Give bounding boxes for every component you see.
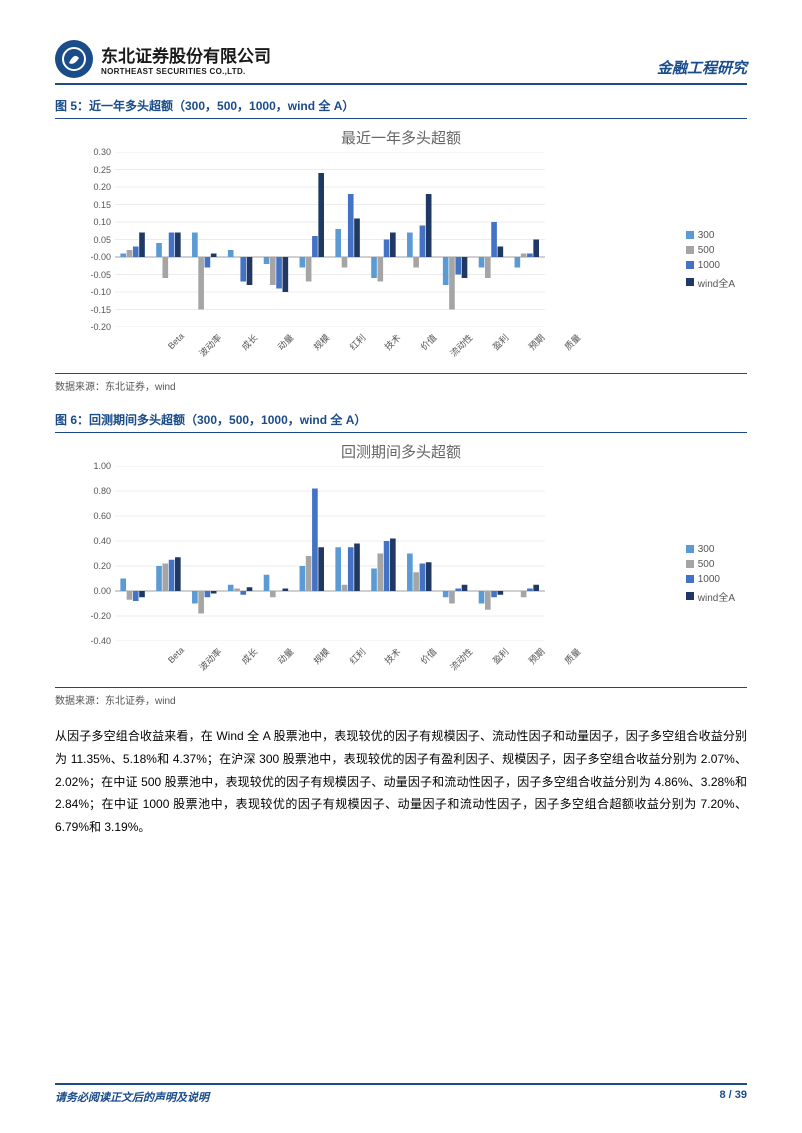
page-header: 东北证券股份有限公司 NORTHEAST SECURITIES CO.,LTD.…: [55, 40, 747, 85]
y-tick-label: -0.15: [77, 305, 111, 315]
y-tick-label: 0.05: [77, 235, 111, 245]
x-category-label: 流动性: [438, 331, 475, 368]
x-category-label: Beta: [151, 331, 186, 366]
legend-swatch: [686, 560, 694, 568]
y-tick-label: -0.40: [77, 636, 111, 646]
x-category-label: 技术: [366, 331, 403, 368]
legend-item: 500: [686, 245, 735, 256]
x-category-label: 预期: [509, 331, 546, 368]
legend-item: 1000: [686, 574, 735, 585]
legend-label: 300: [698, 230, 715, 241]
x-category-label: 红利: [330, 331, 367, 368]
figure5-caption: 图 5：近一年多头超额（300，500，1000，wind 全 A）: [55, 97, 747, 119]
logo-block: 东北证券股份有限公司 NORTHEAST SECURITIES CO.,LTD.: [55, 40, 271, 78]
chart2-title: 回测期间多头超额: [55, 441, 747, 462]
y-tick-label: -0.20: [77, 322, 111, 332]
y-tick-label: 0.15: [77, 200, 111, 210]
y-tick-label: 0.60: [77, 511, 111, 521]
section-title: 金融工程研究: [657, 57, 747, 78]
legend-label: wind全A: [698, 589, 735, 604]
legend-label: 1000: [698, 574, 720, 585]
x-category-label: 动量: [259, 331, 296, 368]
x-category-label: 预期: [509, 645, 546, 682]
legend-swatch: [686, 575, 694, 583]
y-tick-label: 0.40: [77, 536, 111, 546]
x-category-label: 成长: [223, 331, 260, 368]
legend-label: 1000: [698, 260, 720, 271]
legend-label: 500: [698, 245, 715, 256]
chart-legend: 300 500 1000 wind全A: [686, 226, 735, 294]
legend-swatch: [686, 261, 694, 269]
x-category-label: 流动性: [438, 645, 475, 682]
legend-item: 500: [686, 559, 735, 570]
legend-swatch: [686, 278, 694, 286]
x-category-label: 质量: [545, 331, 582, 368]
page-footer: 请务必阅读正文后的声明及说明 8 / 39: [55, 1083, 747, 1105]
x-category-label: 盈利: [474, 331, 511, 368]
y-tick-label: -0.10: [77, 287, 111, 297]
legend-item: wind全A: [686, 275, 735, 290]
x-category-label: 质量: [545, 645, 582, 682]
legend-label: wind全A: [698, 275, 735, 290]
x-category-label: 波动率: [187, 645, 224, 682]
x-category-label: 盈利: [474, 645, 511, 682]
y-tick-label: -0.20: [77, 611, 111, 621]
company-name-en: NORTHEAST SECURITIES CO.,LTD.: [101, 67, 271, 76]
y-tick-label: 1.00: [77, 461, 111, 471]
y-tick-label: -0.05: [77, 270, 111, 280]
y-tick-label: 0.80: [77, 486, 111, 496]
x-category-label: 价值: [402, 645, 439, 682]
x-category-label: 规模: [294, 645, 331, 682]
chart2-container: 回测期间多头超额 -0.40-0.200.000.200.400.600.801…: [55, 441, 747, 681]
chart1-container: 最近一年多头超额 -0.20-0.15-0.10-0.05-0.000.050.…: [55, 127, 747, 367]
legend-label: 300: [698, 544, 715, 555]
y-tick-label: 0.20: [77, 182, 111, 192]
x-category-label: Beta: [151, 645, 186, 680]
figure6-caption: 图 6：回测期间多头超额（300，500，1000，wind 全 A）: [55, 411, 747, 433]
y-tick-label: 0.10: [77, 217, 111, 227]
chart2-plot: -0.40-0.200.000.200.400.600.801.00Beta波动…: [115, 466, 645, 681]
legend-swatch: [686, 231, 694, 239]
logo-icon: [55, 40, 93, 78]
page-number: 8 / 39: [719, 1089, 747, 1105]
y-tick-label: 0.20: [77, 561, 111, 571]
chart1-source: 数据来源：东北证券，wind: [55, 373, 747, 393]
company-name-cn: 东北证券股份有限公司: [101, 42, 271, 67]
x-category-label: 动量: [259, 645, 296, 682]
y-tick-label: 0.25: [77, 165, 111, 175]
chart-legend: 300 500 1000 wind全A: [686, 540, 735, 608]
chart1-title: 最近一年多头超额: [55, 127, 747, 148]
x-category-label: 价值: [402, 331, 439, 368]
x-category-label: 波动率: [187, 331, 224, 368]
x-category-label: 成长: [223, 645, 260, 682]
legend-swatch: [686, 545, 694, 553]
legend-label: 500: [698, 559, 715, 570]
y-tick-label: 0.00: [77, 586, 111, 596]
legend-swatch: [686, 246, 694, 254]
analysis-paragraph: 从因子多空组合收益来看，在 Wind 全 A 股票池中，表现较优的因子有规模因子…: [55, 725, 747, 839]
y-tick-label: -0.00: [77, 252, 111, 262]
footer-disclaimer: 请务必阅读正文后的声明及说明: [55, 1089, 209, 1105]
chart2-source: 数据来源：东北证券，wind: [55, 687, 747, 707]
x-category-label: 规模: [294, 331, 331, 368]
legend-swatch: [686, 592, 694, 600]
legend-item: 300: [686, 544, 735, 555]
legend-item: 1000: [686, 260, 735, 271]
x-category-label: 技术: [366, 645, 403, 682]
chart1-plot: -0.20-0.15-0.10-0.05-0.000.050.100.150.2…: [115, 152, 645, 367]
y-tick-label: 0.30: [77, 147, 111, 157]
x-category-label: 红利: [330, 645, 367, 682]
legend-item: 300: [686, 230, 735, 241]
legend-item: wind全A: [686, 589, 735, 604]
